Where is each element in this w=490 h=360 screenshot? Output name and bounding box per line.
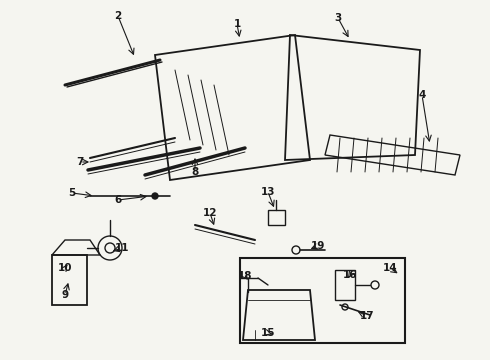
Text: 15: 15 bbox=[261, 328, 275, 338]
Bar bbox=[335, 270, 355, 300]
Bar bbox=[240, 258, 405, 343]
Text: 10: 10 bbox=[58, 263, 72, 273]
Text: 14: 14 bbox=[383, 263, 397, 273]
Text: 4: 4 bbox=[418, 90, 426, 100]
Text: 7: 7 bbox=[76, 157, 84, 167]
Circle shape bbox=[152, 193, 158, 199]
Text: 3: 3 bbox=[334, 13, 342, 23]
Text: 19: 19 bbox=[311, 241, 325, 251]
Text: 18: 18 bbox=[238, 271, 252, 281]
Text: 6: 6 bbox=[114, 195, 122, 205]
Text: 16: 16 bbox=[343, 270, 357, 280]
Text: 12: 12 bbox=[203, 208, 217, 218]
Text: 9: 9 bbox=[61, 290, 69, 300]
Text: 1: 1 bbox=[233, 19, 241, 29]
Text: 2: 2 bbox=[114, 11, 122, 21]
Text: 17: 17 bbox=[360, 311, 374, 321]
Text: 5: 5 bbox=[69, 188, 75, 198]
Text: 11: 11 bbox=[115, 243, 129, 253]
Text: 8: 8 bbox=[192, 167, 198, 177]
Bar bbox=[52, 255, 87, 305]
Text: 13: 13 bbox=[261, 187, 275, 197]
